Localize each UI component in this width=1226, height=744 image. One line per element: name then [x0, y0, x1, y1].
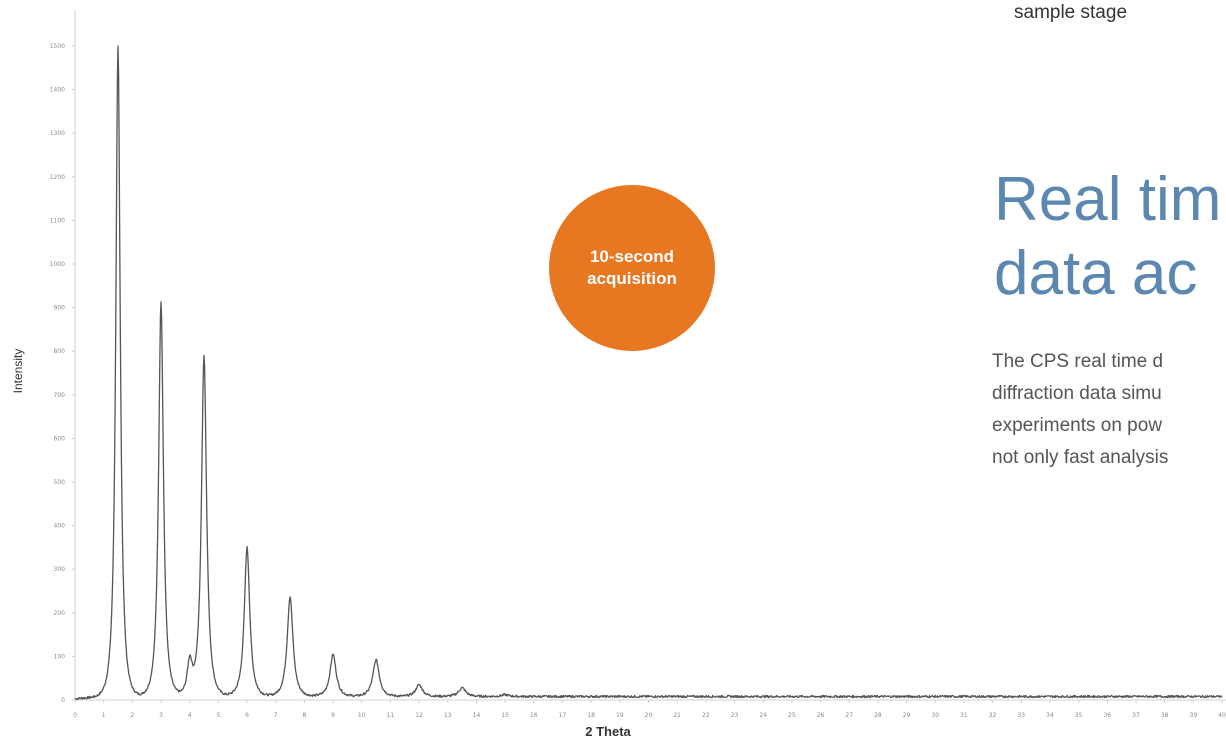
x-tick-label: 15 [501, 712, 509, 719]
x-tick-label: 16 [530, 712, 538, 719]
y-tick-label: 400 [54, 523, 66, 530]
body-line-1: The CPS real time d [992, 351, 1164, 372]
top-text-fragment: sample stage [1014, 2, 1128, 23]
x-tick-label: 22 [702, 712, 710, 719]
y-tick-label: 0 [61, 697, 65, 704]
x-tick-label: 19 [616, 712, 624, 719]
x-tick-labels: 0 1 2 3 4 5 6 7 8 9 10 11 12 13 14 15 16 17 18 19 20 21 22 23 24… [73, 700, 1226, 719]
x-tick-label: 9 [331, 712, 335, 719]
section-heading: Real tim data ac [994, 163, 1221, 311]
y-tick-label: 1200 [50, 174, 65, 181]
x-tick-label: 20 [645, 712, 653, 719]
x-tick-label: 6 [245, 712, 249, 719]
y-tick-labels: 0 100 200 300 400 500 600 700 800 900 1000 1100 1200… [50, 43, 75, 704]
badge-line-2: acquisition [587, 269, 677, 288]
heading-line-2: data ac [994, 239, 1198, 308]
body-line-4: not only fast analysis [992, 447, 1169, 468]
y-tick-label: 1000 [50, 261, 65, 268]
x-tick-label: 32 [989, 712, 997, 719]
x-tick-label: 27 [845, 712, 853, 719]
x-tick-label: 23 [731, 712, 739, 719]
y-tick-label: 100 [54, 653, 66, 660]
x-tick-label: 39 [1190, 712, 1198, 719]
x-tick-label: 25 [788, 712, 796, 719]
x-tick-label: 11 [387, 712, 395, 719]
x-tick-label: 5 [216, 712, 220, 719]
y-axis-label: Intensity [11, 349, 25, 394]
x-tick-label: 0 [73, 712, 77, 719]
y-tick-label: 1400 [50, 87, 65, 94]
x-tick-label: 8 [302, 712, 306, 719]
x-tick-label: 40 [1218, 712, 1226, 719]
body-line-2: diffraction data simu [992, 383, 1162, 404]
x-tick-label: 21 [673, 712, 681, 719]
x-tick-label: 14 [473, 712, 481, 719]
y-tick-label: 800 [54, 348, 66, 355]
x-tick-label: 4 [188, 712, 192, 719]
y-tick-label: 1300 [50, 130, 65, 137]
acquisition-badge: 10-second acquisition [549, 185, 715, 351]
x-tick-label: 1 [102, 712, 106, 719]
x-tick-label: 31 [960, 712, 968, 719]
x-tick-label: 30 [931, 712, 939, 719]
x-tick-label: 34 [1046, 712, 1054, 719]
x-tick-label: 26 [817, 712, 825, 719]
y-tick-label: 500 [54, 479, 66, 486]
x-tick-label: 18 [587, 712, 595, 719]
body-paragraph: The CPS real time d diffraction data sim… [992, 346, 1168, 474]
y-tick-label: 200 [54, 610, 66, 617]
x-tick-label: 12 [415, 712, 423, 719]
x-tick-label: 13 [444, 712, 452, 719]
x-tick-label: 35 [1075, 712, 1083, 719]
x-tick-label: 17 [559, 712, 567, 719]
y-tick-label: 600 [54, 435, 66, 442]
x-tick-label: 29 [903, 712, 911, 719]
y-tick-label: 700 [54, 392, 66, 399]
x-tick-label: 36 [1103, 712, 1111, 719]
x-tick-label: 7 [274, 712, 278, 719]
x-tick-label: 2 [130, 712, 134, 719]
y-tick-label: 300 [54, 566, 66, 573]
intensity-series-line [74, 45, 1223, 701]
x-axis-label: 2 Theta [585, 724, 631, 739]
badge-line-1: 10-second [589, 247, 675, 266]
x-tick-label: 3 [159, 712, 163, 719]
body-line-3: experiments on pow [992, 415, 1163, 436]
x-tick-label: 10 [358, 712, 366, 719]
x-tick-label: 37 [1132, 712, 1140, 719]
y-tick-label: 1500 [50, 43, 65, 50]
x-tick-label: 33 [1017, 712, 1025, 719]
x-tick-label: 38 [1161, 712, 1169, 719]
x-tick-label: 28 [874, 712, 882, 719]
y-tick-label: 1100 [50, 217, 65, 224]
x-tick-label: 24 [759, 712, 767, 719]
y-tick-label: 900 [54, 305, 66, 312]
heading-line-1: Real tim [994, 165, 1222, 234]
